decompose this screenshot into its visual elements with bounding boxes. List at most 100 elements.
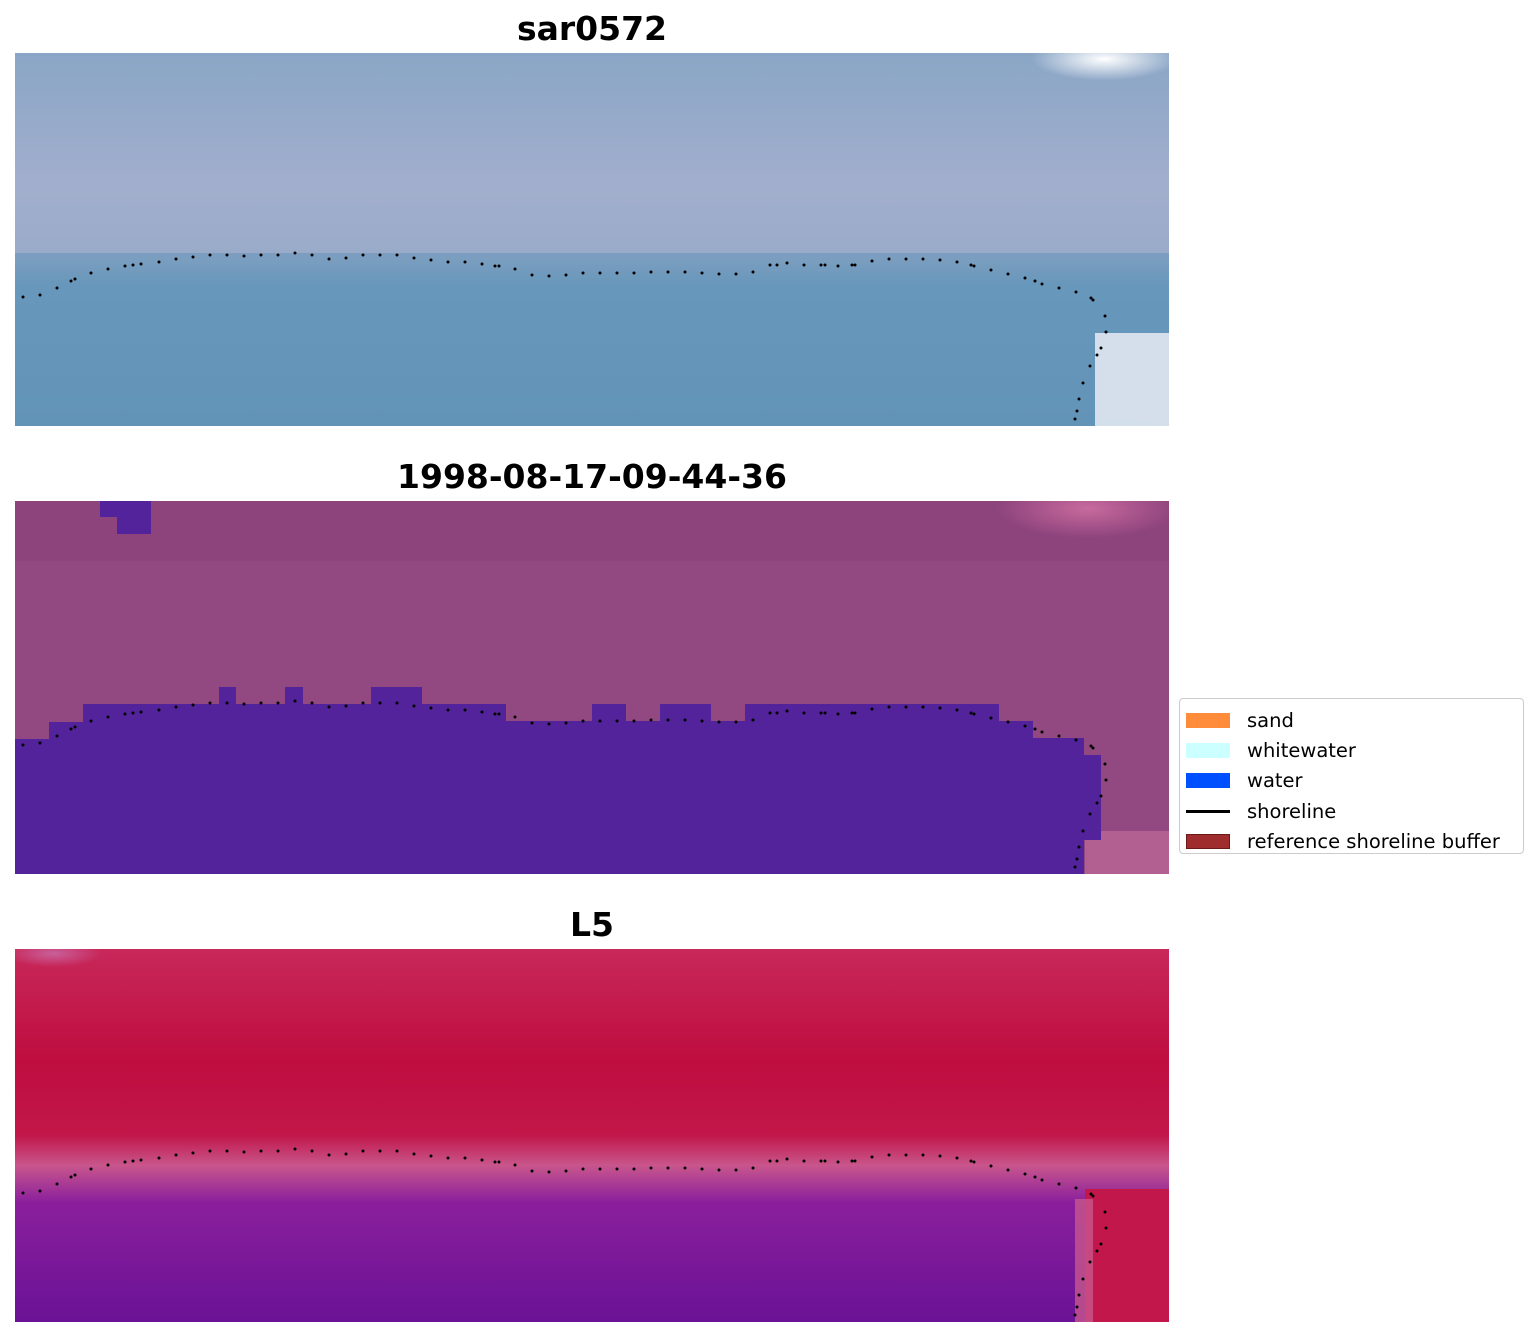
shoreline-dot [887, 257, 891, 261]
shoreline-dot [1033, 727, 1037, 731]
shoreline-dot [1099, 1242, 1103, 1246]
shoreline-dot [89, 1167, 93, 1171]
shoreline-dot [1103, 762, 1107, 766]
shoreline-dot [157, 1156, 161, 1160]
shoreline-dot [1099, 794, 1103, 798]
shoreline-dot [378, 253, 382, 257]
shoreline-dot [106, 267, 110, 271]
shoreline-dot [191, 703, 195, 707]
legend: sand whitewater water shoreline referenc… [1179, 698, 1524, 854]
shoreline-dot [1006, 1168, 1010, 1172]
shoreline-dot [870, 707, 874, 711]
shoreline-dot [513, 715, 517, 719]
shoreline-dot [751, 270, 755, 274]
shoreline-dot [775, 711, 779, 715]
shoreline-dot [139, 1158, 143, 1162]
shoreline-dot [38, 1189, 42, 1193]
shoreline-dot [683, 270, 687, 274]
shoreline-dot [547, 274, 551, 278]
shoreline-dot [1073, 417, 1077, 421]
shoreline-dot [157, 260, 161, 264]
shoreline-dot [55, 1182, 59, 1186]
shoreline-dot [1023, 1172, 1027, 1176]
shoreline-dot [21, 743, 25, 747]
shoreline-dot [480, 262, 484, 266]
shoreline-dot [21, 1191, 25, 1195]
shoreline-dot [276, 1149, 280, 1153]
shoreline-dot [1074, 290, 1078, 294]
shoreline-dot [1095, 353, 1099, 357]
shoreline-dot [1099, 346, 1103, 350]
shoreline-dot [823, 711, 827, 715]
shoreline-dot [69, 1175, 73, 1179]
legend-swatch-shoreline [1186, 809, 1230, 813]
shoreline-dot [921, 705, 925, 709]
shoreline-dot [819, 263, 823, 267]
shoreline-dot [700, 719, 704, 723]
shoreline-dot [1057, 734, 1061, 738]
shoreline-dot [493, 1160, 497, 1164]
shoreline-dot [446, 260, 450, 264]
shoreline-dot [598, 271, 602, 275]
legend-item-water: water [1186, 766, 1517, 796]
shoreline-dot [547, 1170, 551, 1174]
shoreline-dot [174, 257, 178, 261]
shoreline-dot [989, 268, 993, 272]
shoreline-dot [344, 256, 348, 260]
shoreline-dot [208, 701, 212, 705]
legend-label-whitewater: whitewater [1247, 739, 1356, 763]
shoreline-dot [1103, 1210, 1107, 1214]
shoreline-dot [412, 704, 416, 708]
shoreline-dot [700, 1167, 704, 1171]
shoreline-dot [717, 1168, 721, 1172]
shoreline-dot [259, 1149, 263, 1153]
shoreline-dot [836, 1160, 840, 1164]
shoreline-dot [1091, 746, 1095, 750]
shoreline-dot [632, 271, 636, 275]
shoreline-dots [21, 699, 1108, 869]
shoreline-dot [853, 263, 857, 267]
shoreline-dot [276, 253, 280, 257]
shoreline-dot [785, 709, 789, 713]
shoreline-dot [819, 1159, 823, 1163]
shoreline-dot [174, 1153, 178, 1157]
shoreline-dot [174, 705, 178, 709]
shoreline-dot [38, 293, 42, 297]
shoreline-dot [493, 264, 497, 268]
shoreline-dot [463, 1156, 467, 1160]
shoreline-dot [1077, 397, 1081, 401]
shoreline-dot [938, 1154, 942, 1158]
shoreline-dot [581, 271, 585, 275]
shoreline-dot [1075, 857, 1079, 861]
shoreline-dot [955, 260, 959, 264]
shoreline-dot [819, 711, 823, 715]
shoreline-dot [276, 701, 280, 705]
shoreline-dot [904, 705, 908, 709]
shoreline-dot [38, 741, 42, 745]
shoreline-dot [123, 264, 127, 268]
shoreline-dot [191, 255, 195, 259]
shoreline-dot [734, 272, 738, 276]
shoreline-dot [259, 253, 263, 257]
shoreline-dot [73, 277, 77, 281]
shoreline-dot [1077, 1293, 1081, 1297]
shoreline-dot [106, 1163, 110, 1167]
shoreline-dot [850, 1159, 854, 1163]
legend-item-whitewater: whitewater [1186, 735, 1517, 765]
shoreline-dot [242, 702, 246, 706]
shoreline-dot [921, 1153, 925, 1157]
shoreline-dot [123, 712, 127, 716]
shoreline-dot [497, 1160, 501, 1164]
shoreline-dot [564, 721, 568, 725]
shoreline-dot [1075, 1305, 1079, 1309]
shoreline-dot [225, 253, 229, 257]
shoreline-dot [1095, 801, 1099, 805]
shoreline-dot [632, 1167, 636, 1171]
shoreline-dot [139, 262, 143, 266]
shoreline-dot [1104, 778, 1108, 782]
shoreline-dot [310, 1149, 314, 1153]
shoreline-dot [89, 271, 93, 275]
shoreline-dots [21, 1147, 1108, 1317]
shoreline-dot [73, 725, 77, 729]
shoreline-dot [395, 701, 399, 705]
